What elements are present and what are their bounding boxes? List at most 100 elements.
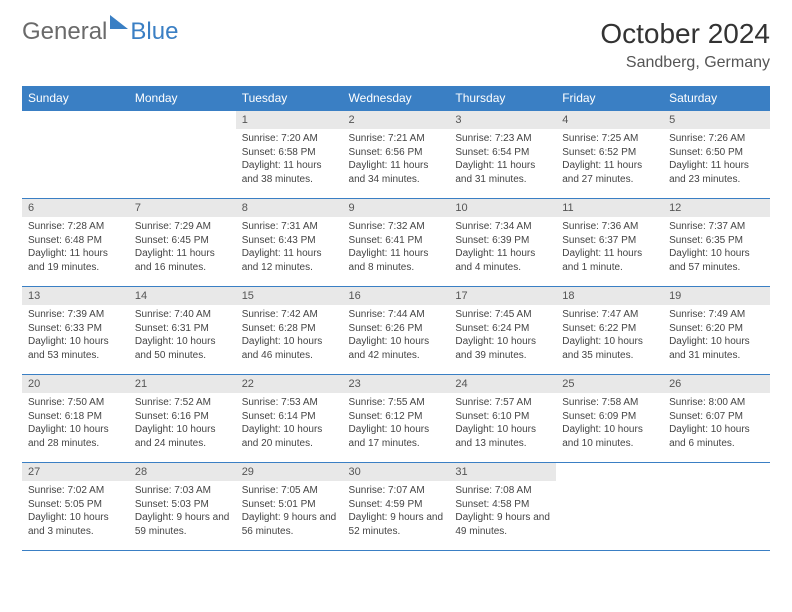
sunrise-text: Sunrise: 7:23 AM — [455, 132, 550, 146]
daylight-text: Daylight: 10 hours and 28 minutes. — [28, 423, 123, 450]
sunrise-text: Sunrise: 7:07 AM — [349, 484, 444, 498]
sunset-text: Sunset: 6:58 PM — [242, 146, 337, 160]
calendar-cell: 17Sunrise: 7:45 AMSunset: 6:24 PMDayligh… — [449, 287, 556, 375]
calendar-cell: 4Sunrise: 7:25 AMSunset: 6:52 PMDaylight… — [556, 111, 663, 199]
day-body: Sunrise: 7:02 AMSunset: 5:05 PMDaylight:… — [22, 481, 129, 544]
day-body: Sunrise: 7:21 AMSunset: 6:56 PMDaylight:… — [343, 129, 450, 192]
day-header: Friday — [556, 86, 663, 111]
sunrise-text: Sunrise: 7:26 AM — [669, 132, 764, 146]
day-body: Sunrise: 8:00 AMSunset: 6:07 PMDaylight:… — [663, 393, 770, 456]
calendar-cell: 2Sunrise: 7:21 AMSunset: 6:56 PMDaylight… — [343, 111, 450, 199]
sunrise-text: Sunrise: 7:47 AM — [562, 308, 657, 322]
daylight-text: Daylight: 11 hours and 31 minutes. — [455, 159, 550, 186]
day-header: Saturday — [663, 86, 770, 111]
day-number: 27 — [22, 463, 129, 481]
sunrise-text: Sunrise: 7:34 AM — [455, 220, 550, 234]
daylight-text: Daylight: 11 hours and 34 minutes. — [349, 159, 444, 186]
sunrise-text: Sunrise: 7:58 AM — [562, 396, 657, 410]
sunrise-text: Sunrise: 7:25 AM — [562, 132, 657, 146]
calendar-cell: 27Sunrise: 7:02 AMSunset: 5:05 PMDayligh… — [22, 463, 129, 551]
daylight-text: Daylight: 11 hours and 27 minutes. — [562, 159, 657, 186]
sunset-text: Sunset: 6:20 PM — [669, 322, 764, 336]
day-number: 21 — [129, 375, 236, 393]
day-number: 8 — [236, 199, 343, 217]
day-number: 3 — [449, 111, 556, 129]
sunrise-text: Sunrise: 7:31 AM — [242, 220, 337, 234]
sunset-text: Sunset: 6:28 PM — [242, 322, 337, 336]
day-body: Sunrise: 7:26 AMSunset: 6:50 PMDaylight:… — [663, 129, 770, 192]
day-body: Sunrise: 7:20 AMSunset: 6:58 PMDaylight:… — [236, 129, 343, 192]
day-number: 4 — [556, 111, 663, 129]
daylight-text: Daylight: 11 hours and 4 minutes. — [455, 247, 550, 274]
day-number: 12 — [663, 199, 770, 217]
sunset-text: Sunset: 6:26 PM — [349, 322, 444, 336]
day-number: 13 — [22, 287, 129, 305]
calendar-cell: 26Sunrise: 8:00 AMSunset: 6:07 PMDayligh… — [663, 375, 770, 463]
day-body: Sunrise: 7:32 AMSunset: 6:41 PMDaylight:… — [343, 217, 450, 280]
calendar-cell: 16Sunrise: 7:44 AMSunset: 6:26 PMDayligh… — [343, 287, 450, 375]
calendar-week: 27Sunrise: 7:02 AMSunset: 5:05 PMDayligh… — [22, 463, 770, 551]
daylight-text: Daylight: 10 hours and 42 minutes. — [349, 335, 444, 362]
daylight-text: Daylight: 10 hours and 20 minutes. — [242, 423, 337, 450]
sunrise-text: Sunrise: 7:02 AM — [28, 484, 123, 498]
day-body: Sunrise: 7:03 AMSunset: 5:03 PMDaylight:… — [129, 481, 236, 544]
day-number: 23 — [343, 375, 450, 393]
logo-text-1: General — [22, 18, 107, 46]
sunset-text: Sunset: 6:14 PM — [242, 410, 337, 424]
calendar-week: 13Sunrise: 7:39 AMSunset: 6:33 PMDayligh… — [22, 287, 770, 375]
daylight-text: Daylight: 11 hours and 16 minutes. — [135, 247, 230, 274]
calendar-cell: 18Sunrise: 7:47 AMSunset: 6:22 PMDayligh… — [556, 287, 663, 375]
sunset-text: Sunset: 6:35 PM — [669, 234, 764, 248]
day-number: 18 — [556, 287, 663, 305]
logo: General Blue — [22, 18, 178, 46]
day-body: Sunrise: 7:34 AMSunset: 6:39 PMDaylight:… — [449, 217, 556, 280]
sunrise-text: Sunrise: 7:49 AM — [669, 308, 764, 322]
location: Sandberg, Germany — [600, 54, 770, 72]
sunset-text: Sunset: 6:16 PM — [135, 410, 230, 424]
sunset-text: Sunset: 6:31 PM — [135, 322, 230, 336]
sunrise-text: Sunrise: 7:52 AM — [135, 396, 230, 410]
calendar-cell — [22, 111, 129, 199]
day-body: Sunrise: 7:31 AMSunset: 6:43 PMDaylight:… — [236, 217, 343, 280]
day-number: 25 — [556, 375, 663, 393]
logo-text-2: Blue — [130, 18, 178, 46]
sunrise-text: Sunrise: 7:36 AM — [562, 220, 657, 234]
day-header-row: Sunday Monday Tuesday Wednesday Thursday… — [22, 86, 770, 111]
daylight-text: Daylight: 9 hours and 59 minutes. — [135, 511, 230, 538]
sunrise-text: Sunrise: 7:55 AM — [349, 396, 444, 410]
daylight-text: Daylight: 10 hours and 13 minutes. — [455, 423, 550, 450]
daylight-text: Daylight: 10 hours and 57 minutes. — [669, 247, 764, 274]
calendar-cell: 6Sunrise: 7:28 AMSunset: 6:48 PMDaylight… — [22, 199, 129, 287]
day-number: 6 — [22, 199, 129, 217]
sunrise-text: Sunrise: 7:45 AM — [455, 308, 550, 322]
sunset-text: Sunset: 4:59 PM — [349, 498, 444, 512]
calendar-week: 6Sunrise: 7:28 AMSunset: 6:48 PMDaylight… — [22, 199, 770, 287]
sunset-text: Sunset: 6:24 PM — [455, 322, 550, 336]
sunset-text: Sunset: 6:22 PM — [562, 322, 657, 336]
day-body: Sunrise: 7:49 AMSunset: 6:20 PMDaylight:… — [663, 305, 770, 368]
day-number: 10 — [449, 199, 556, 217]
calendar-table: Sunday Monday Tuesday Wednesday Thursday… — [22, 86, 770, 551]
daylight-text: Daylight: 10 hours and 39 minutes. — [455, 335, 550, 362]
sunset-text: Sunset: 6:56 PM — [349, 146, 444, 160]
daylight-text: Daylight: 10 hours and 10 minutes. — [562, 423, 657, 450]
calendar-cell: 13Sunrise: 7:39 AMSunset: 6:33 PMDayligh… — [22, 287, 129, 375]
calendar-cell: 10Sunrise: 7:34 AMSunset: 6:39 PMDayligh… — [449, 199, 556, 287]
sunset-text: Sunset: 6:48 PM — [28, 234, 123, 248]
day-body: Sunrise: 7:52 AMSunset: 6:16 PMDaylight:… — [129, 393, 236, 456]
sunset-text: Sunset: 6:37 PM — [562, 234, 657, 248]
calendar-cell: 20Sunrise: 7:50 AMSunset: 6:18 PMDayligh… — [22, 375, 129, 463]
title-block: October 2024 Sandberg, Germany — [600, 18, 770, 72]
day-body: Sunrise: 7:07 AMSunset: 4:59 PMDaylight:… — [343, 481, 450, 544]
day-body: Sunrise: 7:42 AMSunset: 6:28 PMDaylight:… — [236, 305, 343, 368]
calendar-week: 1Sunrise: 7:20 AMSunset: 6:58 PMDaylight… — [22, 111, 770, 199]
daylight-text: Daylight: 11 hours and 8 minutes. — [349, 247, 444, 274]
day-number: 1 — [236, 111, 343, 129]
day-body: Sunrise: 7:47 AMSunset: 6:22 PMDaylight:… — [556, 305, 663, 368]
sunrise-text: Sunrise: 8:00 AM — [669, 396, 764, 410]
calendar-cell: 24Sunrise: 7:57 AMSunset: 6:10 PMDayligh… — [449, 375, 556, 463]
day-number: 30 — [343, 463, 450, 481]
sunrise-text: Sunrise: 7:53 AM — [242, 396, 337, 410]
day-body: Sunrise: 7:40 AMSunset: 6:31 PMDaylight:… — [129, 305, 236, 368]
month-title: October 2024 — [600, 18, 770, 50]
